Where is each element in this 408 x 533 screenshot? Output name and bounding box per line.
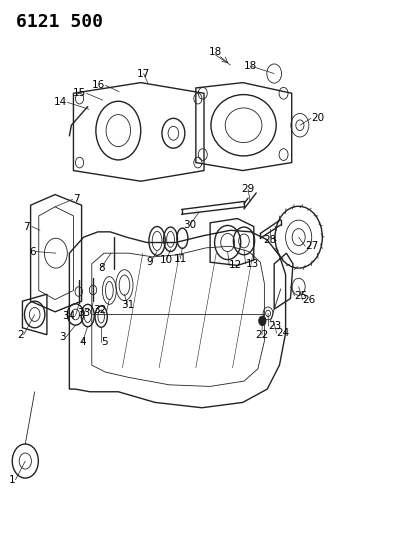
Text: 6121 500: 6121 500 bbox=[16, 13, 103, 31]
Text: 27: 27 bbox=[305, 241, 318, 251]
Text: 12: 12 bbox=[229, 261, 242, 270]
Text: 10: 10 bbox=[160, 255, 173, 265]
Text: 31: 31 bbox=[121, 300, 134, 310]
Text: 4: 4 bbox=[79, 337, 86, 347]
Text: 33: 33 bbox=[78, 309, 91, 318]
Text: 18: 18 bbox=[244, 61, 257, 71]
Text: 7: 7 bbox=[73, 195, 79, 204]
Text: 11: 11 bbox=[174, 254, 187, 263]
Text: 16: 16 bbox=[92, 80, 105, 90]
Text: 18: 18 bbox=[209, 47, 222, 57]
Text: 9: 9 bbox=[147, 257, 153, 267]
Text: 8: 8 bbox=[98, 263, 104, 272]
Text: 7: 7 bbox=[23, 222, 29, 231]
Text: 22: 22 bbox=[255, 330, 268, 340]
Text: 29: 29 bbox=[242, 184, 255, 194]
Circle shape bbox=[259, 316, 266, 326]
Text: 34: 34 bbox=[62, 311, 75, 320]
Text: 28: 28 bbox=[264, 235, 277, 245]
Text: 17: 17 bbox=[137, 69, 150, 78]
Text: 15: 15 bbox=[73, 88, 86, 98]
Text: 3: 3 bbox=[60, 332, 66, 342]
Text: 25: 25 bbox=[295, 291, 308, 301]
Text: 26: 26 bbox=[303, 295, 316, 304]
Text: 13: 13 bbox=[246, 259, 259, 269]
Text: 30: 30 bbox=[183, 220, 196, 230]
Text: 14: 14 bbox=[54, 98, 67, 107]
Text: 23: 23 bbox=[268, 321, 282, 331]
Text: 24: 24 bbox=[277, 328, 290, 338]
Text: 20: 20 bbox=[311, 114, 324, 123]
Text: 6: 6 bbox=[29, 247, 36, 256]
Text: 5: 5 bbox=[101, 337, 108, 347]
Text: 1: 1 bbox=[9, 475, 16, 484]
Text: 32: 32 bbox=[94, 305, 107, 315]
Text: 2: 2 bbox=[17, 330, 24, 340]
